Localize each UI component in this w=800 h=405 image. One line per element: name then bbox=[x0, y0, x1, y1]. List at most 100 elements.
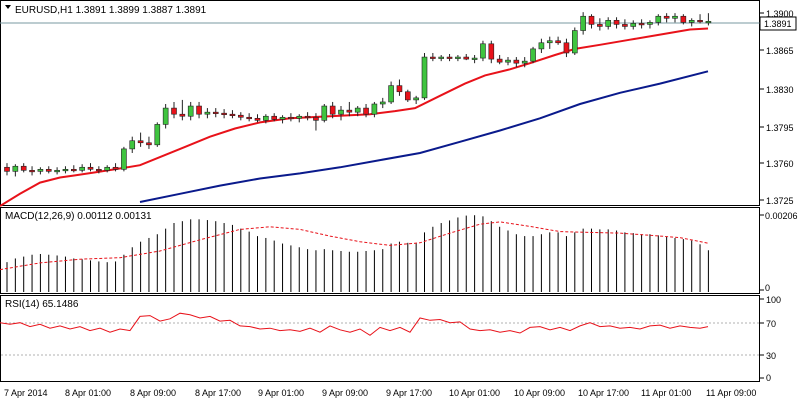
candle-body bbox=[62, 169, 69, 172]
time-label: 7 Apr 2014 bbox=[4, 388, 48, 398]
chart-menu-triangle-icon[interactable] bbox=[5, 5, 11, 9]
candle-body bbox=[421, 56, 428, 99]
candle-body bbox=[471, 57, 478, 60]
candle-body bbox=[54, 170, 60, 173]
candle-body bbox=[379, 101, 386, 105]
candle-body bbox=[87, 166, 94, 170]
candle-body bbox=[338, 109, 344, 115]
candle-body bbox=[329, 105, 336, 115]
candle-body bbox=[204, 111, 211, 115]
time-label: 10 Apr 01:00 bbox=[449, 388, 500, 398]
candle-body bbox=[613, 20, 620, 25]
candle-body bbox=[212, 111, 219, 114]
candle-body bbox=[430, 56, 436, 59]
candle-body bbox=[463, 56, 470, 60]
macd-panel[interactable]: MACD(12,26,9) 0.00112 0.00131 0.00206 0 bbox=[0, 207, 798, 294]
candle-body bbox=[187, 105, 194, 117]
candle-body bbox=[663, 15, 670, 19]
time-label: 8 Apr 17:00 bbox=[195, 388, 241, 398]
price-tick: 1.3830 bbox=[766, 85, 794, 95]
candle-body bbox=[288, 116, 294, 120]
candle-body bbox=[12, 165, 19, 172]
candle-body bbox=[354, 107, 361, 113]
symbol-info: EURUSD,H1 1.3891 1.3899 1.3887 1.3891 bbox=[15, 5, 207, 16]
price-panel[interactable]: EURUSD,H1 1.3891 1.3899 1.3887 1.3891 bbox=[0, 0, 760, 207]
candle-body bbox=[396, 85, 403, 93]
macd-axis-top: 0.00206 bbox=[765, 211, 798, 221]
candle-body bbox=[496, 58, 503, 63]
candle-body bbox=[446, 56, 453, 59]
price-tick: 1.3795 bbox=[766, 123, 794, 133]
price-tick: 1.3900 bbox=[766, 9, 794, 19]
time-label: 11 Apr 01:00 bbox=[641, 388, 691, 398]
candle-body bbox=[363, 107, 369, 115]
candle-body bbox=[321, 105, 328, 121]
candle-body bbox=[388, 85, 394, 103]
candle-body bbox=[546, 40, 553, 44]
candle-body bbox=[79, 166, 85, 171]
candle-body bbox=[271, 115, 278, 120]
candle-body bbox=[112, 166, 119, 170]
ma-slow-line bbox=[139, 70, 709, 203]
candle-body bbox=[279, 116, 286, 120]
candle-body bbox=[513, 59, 520, 64]
candle-body bbox=[20, 165, 27, 171]
candle-body bbox=[254, 117, 261, 121]
time-label: 10 Apr 09:00 bbox=[514, 388, 565, 398]
candle-body bbox=[246, 116, 252, 120]
candle-body bbox=[705, 21, 712, 24]
candle-body bbox=[647, 22, 653, 25]
candle-body bbox=[37, 169, 44, 172]
candle-body bbox=[221, 112, 227, 115]
rsi-path bbox=[0, 312, 709, 336]
candle-body bbox=[538, 42, 545, 50]
price-tick: 1.3725 bbox=[766, 196, 794, 206]
candle-body bbox=[480, 43, 486, 59]
candle-body bbox=[413, 97, 419, 101]
current-price-tag bbox=[759, 16, 797, 31]
macd-panel-frame bbox=[0, 207, 760, 294]
candle-body bbox=[680, 15, 687, 23]
time-label: 10 Apr 17:00 bbox=[578, 388, 629, 398]
candle-body bbox=[638, 23, 645, 26]
candle-body bbox=[171, 107, 177, 115]
time-label: 9 Apr 09:00 bbox=[322, 388, 368, 398]
candle-body bbox=[29, 170, 35, 173]
price-axis: 1.3900 1.3865 1.3830 1.3795 1.3760 1.372… bbox=[759, 9, 797, 206]
candle-body bbox=[688, 20, 695, 23]
candle-body bbox=[555, 40, 561, 44]
macd-histogram bbox=[6, 215, 709, 292]
macd-signal-line bbox=[0, 221, 709, 271]
candle-body bbox=[597, 24, 603, 27]
time-label: 11 Apr 09:00 bbox=[706, 388, 756, 398]
rsi-title: RSI(14) 65.1486 bbox=[5, 299, 79, 310]
candle-body bbox=[580, 15, 586, 31]
current-price-label: 1.3891 bbox=[764, 19, 792, 29]
candle-body bbox=[4, 166, 10, 172]
macd-signal-path bbox=[0, 221, 709, 271]
candle-body bbox=[304, 115, 311, 119]
candle-body bbox=[71, 169, 77, 172]
candle-body bbox=[563, 42, 570, 54]
candle-body bbox=[622, 24, 628, 27]
candle-body bbox=[438, 56, 445, 59]
candles bbox=[4, 12, 712, 177]
rsi-panel[interactable]: RSI(14) 65.1486 100 70 30 0 bbox=[0, 295, 781, 383]
candle-body bbox=[371, 103, 378, 115]
candle-body bbox=[196, 105, 202, 115]
macd-title: MACD(12,26,9) 0.00112 0.00131 bbox=[5, 211, 152, 222]
candle-body bbox=[162, 107, 169, 125]
time-label: 9 Apr 01:00 bbox=[258, 388, 304, 398]
price-panel-frame bbox=[0, 0, 760, 206]
time-label: 8 Apr 09:00 bbox=[130, 388, 176, 398]
candle-body bbox=[571, 30, 578, 54]
candle-body bbox=[179, 113, 186, 117]
candle-body bbox=[238, 114, 244, 118]
macd-axis-bottom: 0 bbox=[765, 283, 770, 293]
candle-body bbox=[121, 148, 127, 170]
ma-fast-path bbox=[0, 27, 709, 207]
candle-body bbox=[154, 124, 161, 146]
time-axis: 7 Apr 2014 8 Apr 01:00 8 Apr 09:00 8 Apr… bbox=[4, 388, 756, 398]
